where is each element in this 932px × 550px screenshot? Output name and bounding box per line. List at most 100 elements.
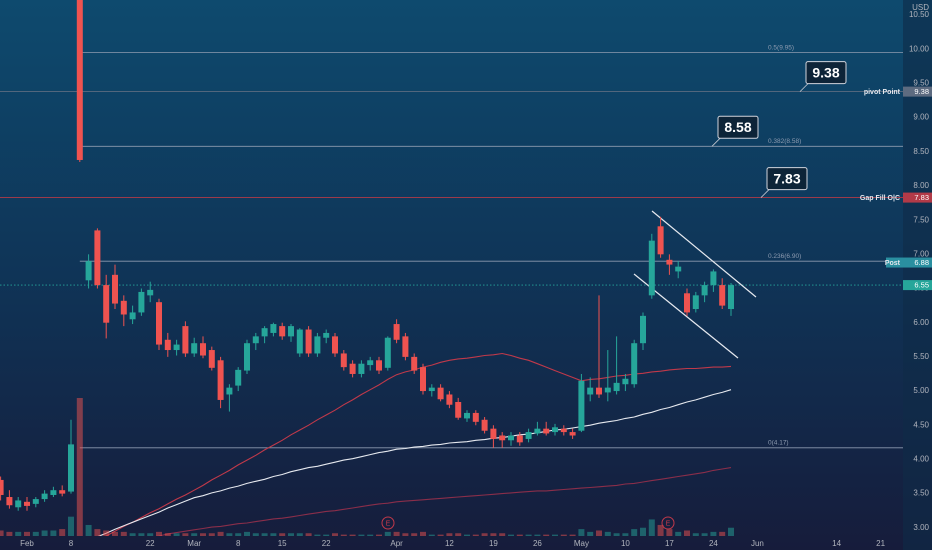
volume-bar	[314, 534, 321, 536]
volume-bar	[340, 534, 347, 536]
candle-body	[552, 427, 558, 433]
volume-bar	[648, 519, 655, 536]
candle-body	[182, 326, 189, 354]
volume-bar	[534, 534, 541, 536]
x-tick-label: 17	[665, 539, 674, 548]
volume-bar	[578, 529, 585, 536]
x-tick-label: 24	[709, 539, 718, 548]
volume-bar	[420, 531, 426, 536]
volume-bar	[490, 533, 497, 536]
price-badge	[903, 257, 932, 268]
candle-body	[50, 490, 57, 495]
volume-bar	[692, 533, 699, 536]
price-badge	[903, 86, 932, 97]
price-name-box	[886, 257, 903, 268]
volume-bar	[85, 524, 92, 536]
candle-body	[472, 412, 479, 422]
candle-body	[76, 0, 83, 160]
price-badge-label: 6.55	[914, 281, 929, 290]
candle-body	[534, 428, 541, 434]
y-tick-label: 4.00	[913, 455, 929, 464]
candle-body	[305, 329, 312, 354]
x-tick-label: 19	[489, 539, 498, 548]
candle-body	[701, 285, 708, 296]
volume-bar	[508, 534, 514, 536]
callout-label: 8.58	[724, 119, 751, 135]
volume-bar	[631, 529, 638, 536]
candle-body	[428, 387, 435, 392]
callout-pointer	[711, 138, 721, 147]
candle-body	[437, 387, 444, 400]
candle-body	[455, 402, 462, 418]
volume-bar	[138, 533, 145, 536]
candle-body	[314, 336, 321, 354]
volume-bar	[244, 531, 250, 536]
volume-bar	[376, 534, 382, 536]
y-tick-label: 4.50	[913, 420, 929, 429]
fib-label: 0.5(9.95)	[768, 44, 794, 51]
volume-bar	[604, 531, 611, 536]
currency: USD	[912, 3, 929, 12]
x-tick-label: 8	[236, 539, 241, 548]
candle-body	[200, 343, 206, 356]
moving-average	[97, 389, 732, 536]
price-name: pivot Point	[864, 89, 901, 96]
candle-body	[499, 435, 506, 441]
volume-bar	[41, 530, 48, 536]
candle-body	[719, 285, 726, 306]
candle-body	[32, 499, 39, 504]
candle-body	[261, 328, 268, 337]
volume-bar	[182, 533, 189, 536]
y-tick-label: 7.50	[913, 215, 929, 224]
candle-body	[112, 274, 118, 304]
price-badge-label: 6.88	[914, 258, 929, 267]
candle-body	[402, 336, 409, 357]
volume-bar	[94, 529, 101, 536]
callout-label: 9.38	[812, 64, 839, 80]
volume-bar	[446, 533, 453, 536]
volume-bar	[640, 527, 646, 536]
candle-body	[323, 332, 330, 338]
x-tick-label: 22	[322, 539, 331, 548]
candle-body	[692, 295, 699, 310]
candle-body	[393, 324, 400, 340]
x-tick-label: May	[574, 539, 589, 548]
y-tick-label: 10.00	[909, 44, 930, 53]
x-tick-label: Feb	[20, 539, 34, 548]
candle-body	[288, 326, 294, 337]
volume-bar	[666, 529, 673, 536]
y-tick-label: 3.00	[913, 523, 929, 532]
volume-bar	[112, 531, 118, 536]
candle-body	[332, 336, 338, 354]
candle-body	[560, 428, 567, 433]
earnings-label: E	[386, 520, 391, 527]
candle-body	[376, 360, 382, 371]
volume-bar	[402, 533, 409, 536]
y-tick-label: 10.50	[909, 10, 930, 19]
moving-average	[155, 467, 732, 536]
price-name: Post	[885, 260, 901, 267]
volume-bar	[657, 524, 664, 536]
candle-body	[94, 230, 101, 286]
price-badge	[903, 280, 932, 291]
volume-bar	[50, 530, 57, 536]
candle-body	[648, 240, 655, 296]
volume-bar	[543, 534, 550, 536]
volume-bar	[279, 533, 286, 536]
volume-bar	[156, 531, 162, 536]
y-tick-label: 7.00	[913, 249, 929, 258]
volume-bar	[481, 533, 488, 536]
candle-body	[129, 312, 136, 320]
volume-bar	[675, 531, 682, 536]
volume-bar	[684, 530, 690, 536]
callout-pointer	[760, 189, 770, 198]
volume-bar	[622, 533, 629, 536]
volume-bar	[164, 533, 171, 536]
candle-body	[622, 378, 629, 385]
volume-bar	[411, 533, 418, 536]
volume-bar	[147, 533, 154, 536]
volume-bar	[129, 533, 136, 536]
candle-body	[525, 432, 532, 439]
volume-bar	[252, 533, 259, 536]
volume-bar	[464, 534, 470, 536]
